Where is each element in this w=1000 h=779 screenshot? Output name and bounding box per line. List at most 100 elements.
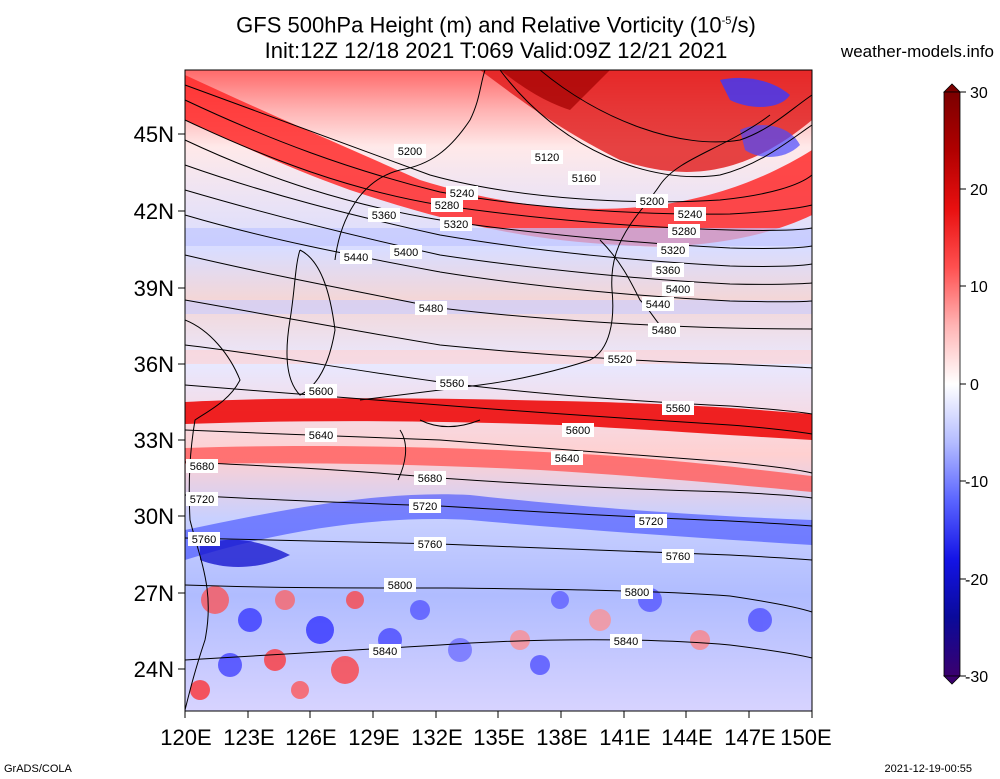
svg-text:5680: 5680 <box>190 461 214 473</box>
contour-label: 5600 <box>562 423 594 437</box>
svg-text:5120: 5120 <box>535 152 559 164</box>
svg-text:5560: 5560 <box>440 378 464 390</box>
contour-label: 5320 <box>657 243 689 257</box>
contour-label: 5600 <box>305 384 337 398</box>
colorbar-label: 10 <box>970 279 988 296</box>
contour-label: 5560 <box>662 401 694 415</box>
colorbar-label: 30 <box>970 85 988 102</box>
colorbar-label: -10 <box>965 474 988 491</box>
contour-label: 5360 <box>368 208 400 222</box>
title-exponent: -5 <box>721 15 732 27</box>
svg-text:5560: 5560 <box>666 403 690 415</box>
footer-credit: GrADS/COLA <box>4 763 72 775</box>
colorbar-label: -20 <box>965 572 988 589</box>
title-suffix: /s) <box>731 12 756 38</box>
lat-label: 36N <box>134 352 174 377</box>
lon-label: 123E <box>223 725 274 750</box>
lon-label: 147E <box>724 725 775 750</box>
contour-labels: 5120 5160 5200 5200 5240 5240 5280 5280 … <box>186 144 706 658</box>
contour-label: 5480 <box>648 323 680 337</box>
lat-label: 42N <box>134 199 174 224</box>
svg-text:5200: 5200 <box>398 146 422 158</box>
contour-label: 5560 <box>436 376 468 390</box>
lon-label: 141E <box>599 725 650 750</box>
lat-label: 33N <box>134 428 174 453</box>
svg-text:5360: 5360 <box>656 265 680 277</box>
svg-text:5840: 5840 <box>373 646 397 658</box>
lon-label: 120E <box>160 725 211 750</box>
contour-label: 5840 <box>369 644 401 658</box>
lat-label: 27N <box>134 581 174 606</box>
svg-text:5760: 5760 <box>192 534 216 546</box>
contour-label: 5640 <box>305 428 337 442</box>
lat-label: 45N <box>134 122 174 147</box>
svg-text:5440: 5440 <box>344 252 368 264</box>
svg-text:5520: 5520 <box>608 354 632 366</box>
colorbar: 30 20 10 0 -10 -20 -30 <box>943 83 988 686</box>
height-contours <box>184 69 813 661</box>
contour-label: 5480 <box>415 301 447 315</box>
contour-label: 5280 <box>668 224 700 238</box>
site-credit[interactable]: weather-models.info <box>840 42 994 61</box>
svg-text:5280: 5280 <box>435 200 459 212</box>
contour-label: 5320 <box>440 217 472 231</box>
contour-label: 5680 <box>186 459 218 473</box>
colorbar-label: 0 <box>970 377 979 394</box>
svg-text:5440: 5440 <box>646 299 670 311</box>
contour-label: 5240 <box>446 186 478 200</box>
contour-label: 5840 <box>610 634 642 648</box>
lon-label: 126E <box>285 725 336 750</box>
colorbar-label: 20 <box>970 182 988 199</box>
svg-text:5480: 5480 <box>652 325 676 337</box>
contour-label: 5640 <box>551 451 583 465</box>
lat-label: 30N <box>134 504 174 529</box>
svg-text:5840: 5840 <box>614 636 638 648</box>
contour-label: 5400 <box>662 282 694 296</box>
svg-text:5240: 5240 <box>678 209 702 221</box>
contour-label: 5760 <box>414 537 446 551</box>
svg-text:5200: 5200 <box>640 196 664 208</box>
svg-text:5760: 5760 <box>418 539 442 551</box>
contour-label: 5680 <box>414 471 446 485</box>
contour-label: 5720 <box>409 499 441 513</box>
svg-text:5320: 5320 <box>444 219 468 231</box>
contour-label: 5160 <box>568 171 600 185</box>
contour-label: 5440 <box>340 250 372 264</box>
coastlines <box>185 70 771 711</box>
svg-text:5800: 5800 <box>625 587 649 599</box>
chart-subtitle: Init:12Z 12/18 2021 T:069 Valid:09Z 12/2… <box>264 38 728 63</box>
lon-label: 138E <box>536 725 587 750</box>
lon-label: 135E <box>473 725 524 750</box>
contour-label: 5280 <box>431 198 463 212</box>
colorbar-top-arrow <box>943 83 961 93</box>
contour-label: 5360 <box>652 263 684 277</box>
lat-label: 39N <box>134 276 174 301</box>
contour-label: 5720 <box>635 514 667 528</box>
svg-text:5480: 5480 <box>419 303 443 315</box>
footer-timestamp: 2021-12-19-00:55 <box>884 763 972 775</box>
title-text: GFS 500hPa Height (m) and Relative Vorti… <box>236 12 722 38</box>
lon-label: 150E <box>780 725 831 750</box>
contour-label: 5440 <box>642 297 674 311</box>
colorbar-label: -30 <box>965 669 988 686</box>
lat-axis: 45N 42N 39N 36N 33N 30N 27N 24N <box>134 122 185 682</box>
contour-label: 5400 <box>390 245 422 259</box>
lon-label: 132E <box>411 725 462 750</box>
svg-text:5680: 5680 <box>418 473 442 485</box>
lon-label: 129E <box>348 725 399 750</box>
colorbar-scale <box>943 91 961 677</box>
contour-label: 5720 <box>186 492 218 506</box>
svg-text:5640: 5640 <box>555 453 579 465</box>
lat-label: 24N <box>134 657 174 682</box>
contour-label: 5200 <box>394 144 426 158</box>
svg-text:5720: 5720 <box>190 494 214 506</box>
contour-label: 5800 <box>384 578 416 592</box>
svg-text:5160: 5160 <box>572 173 596 185</box>
contour-label: 5200 <box>636 194 668 208</box>
colorbar-bottom-arrow <box>943 675 961 685</box>
svg-text:5240: 5240 <box>450 188 474 200</box>
chart-title: GFS 500hPa Height (m) and Relative Vorti… <box>0 8 996 38</box>
lon-axis: 120E 123E 126E 129E 132E 135E 138E 141E … <box>160 711 832 750</box>
vorticity-field <box>185 70 812 711</box>
